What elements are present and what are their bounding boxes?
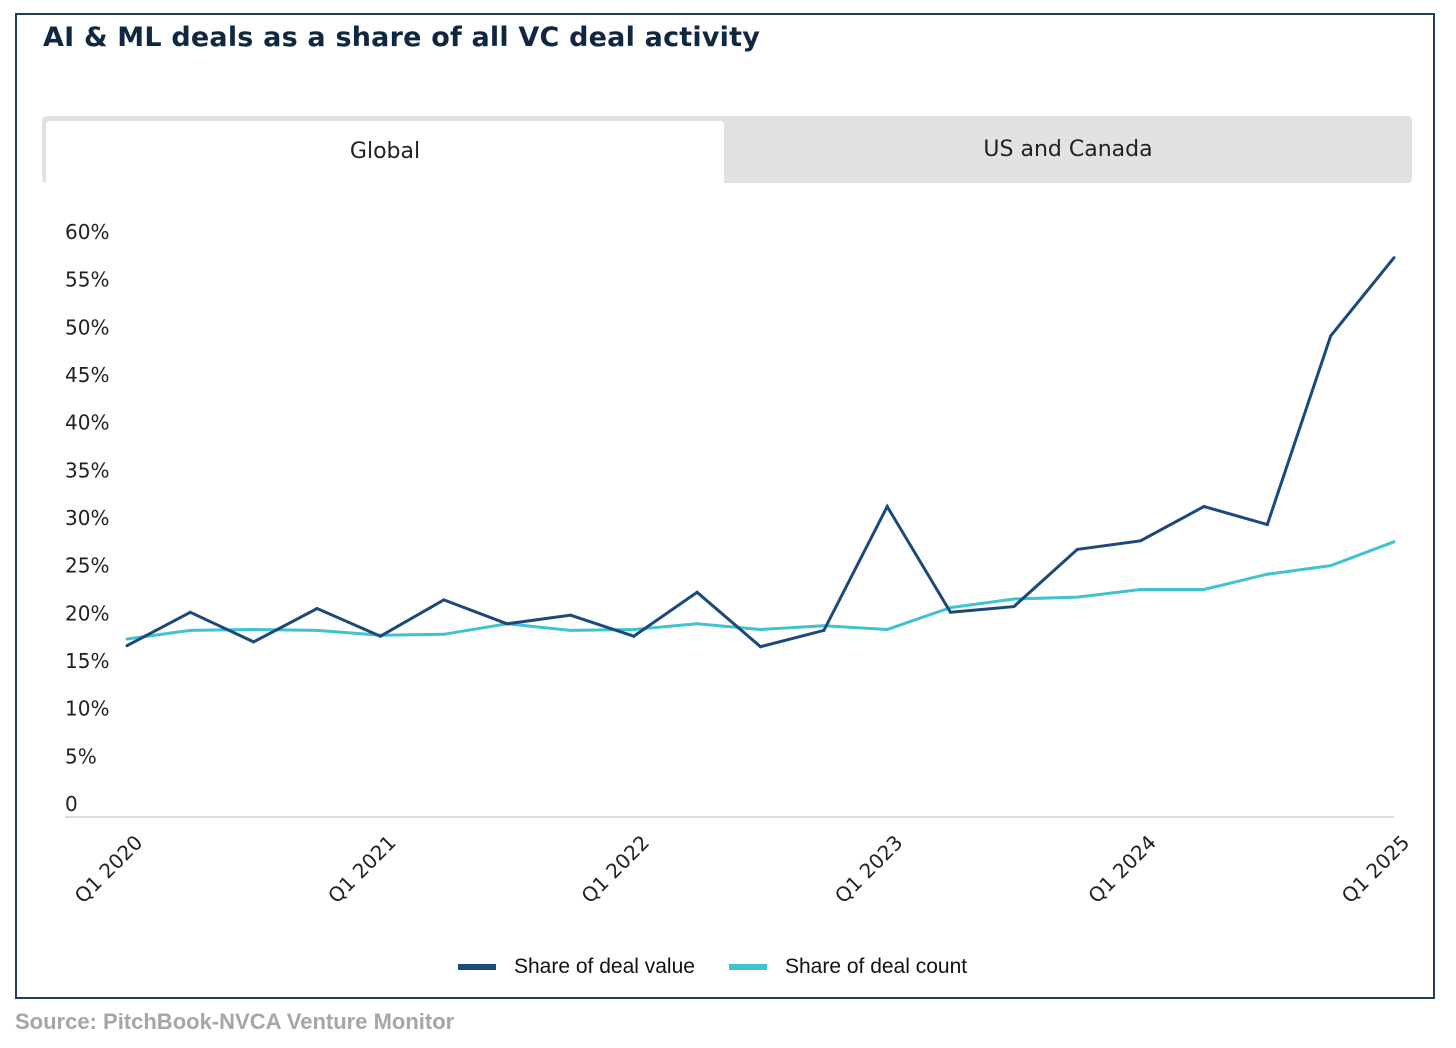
data-point-deal-count (1012, 597, 1016, 601)
data-point-deal-value (315, 607, 319, 610)
data-point-deal-count (315, 628, 319, 632)
data-point-deal-count (1139, 588, 1143, 591)
legend-item-deal-value: Share of deal value (458, 955, 695, 979)
x-tick-label: Q1 2023 (830, 830, 908, 908)
legend-item-deal-count: Share of deal count (728, 955, 968, 979)
data-point-deal-count (252, 628, 256, 631)
chart-title: AI & ML deals as a share of all VC deal … (43, 22, 760, 53)
x-tick-label: Q1 2024 (1083, 830, 1161, 908)
y-tick-label: 15% (65, 649, 109, 673)
tab-global[interactable]: Global (46, 121, 724, 185)
line-chart: 0 5% 10% 15% 20% 25% 30% 35% 40% 45% 50% 55% 60% Q1 … (65, 220, 1415, 908)
data-point-deal-count (125, 637, 129, 641)
data-point-deal-value (125, 644, 129, 648)
data-point-deal-value (1075, 547, 1079, 551)
data-point-deal-value (188, 610, 192, 614)
x-tick-label: Q1 2021 (323, 830, 401, 908)
y-tick-label: 45% (65, 363, 109, 387)
data-point-deal-count (569, 628, 572, 632)
y-tick-label: 50% (65, 315, 109, 339)
region-tab-bar: Global US and Canada (42, 116, 1412, 185)
tab-us-and-canada[interactable]: US and Canada (983, 137, 1153, 162)
y-axis-ticks: 0 5% 10% 15% 20% 25% 30% 35% 40% 45% 50% 55% 60% (65, 220, 109, 816)
data-point-deal-value (632, 634, 636, 638)
data-point-deal-value (822, 628, 826, 632)
data-point-deal-count (632, 628, 636, 631)
legend-swatch-deal-value (458, 964, 496, 970)
x-tick-label: Q1 2022 (576, 830, 654, 908)
y-tick-label: 0 (65, 792, 78, 816)
y-tick-label: 35% (65, 458, 109, 482)
data-point-deal-value (1012, 605, 1016, 609)
data-point-deal-value (1265, 523, 1269, 527)
chart-legend: Share of deal value Share of deal count (458, 952, 967, 982)
data-point-deal-value (949, 610, 952, 614)
data-point-deal-value (759, 645, 762, 649)
data-point-deal-value (505, 622, 509, 626)
x-tick-label: Q1 2025 (1337, 830, 1415, 908)
data-point-deal-value (885, 505, 889, 508)
source-note: Source: PitchBook-NVCA Venture Monitor (15, 1009, 455, 1034)
y-tick-label: 20% (65, 601, 109, 625)
data-point-deal-value (1139, 539, 1143, 543)
x-tick-label: Q1 2020 (70, 830, 148, 908)
data-point-deal-count (885, 628, 889, 631)
y-tick-label: 55% (65, 268, 109, 292)
y-tick-label: 10% (65, 697, 109, 721)
data-point-deal-value (569, 613, 572, 617)
legend-label-deal-value: Share of deal value (514, 955, 695, 978)
data-point-deal-count (1329, 564, 1333, 568)
y-tick-label: 5% (65, 744, 97, 768)
y-tick-label: 25% (65, 554, 109, 578)
data-point-deal-value (1392, 256, 1396, 260)
data-point-deal-value (1202, 505, 1206, 508)
legend-label-deal-count: Share of deal count (784, 955, 968, 978)
data-point-deal-count (442, 632, 446, 636)
legend-swatch-deal-count (728, 964, 767, 970)
data-point-deal-count (1265, 572, 1269, 576)
data-point-deal-count (695, 622, 699, 626)
data-point-deal-count (759, 628, 762, 631)
x-axis-ticks: Q1 2020 Q1 2021 Q1 2022 Q1 2023 Q1 2024 Q1 20… (70, 830, 1415, 908)
y-tick-label: 40% (65, 411, 109, 435)
data-point-deal-value (695, 590, 699, 594)
y-tick-label: 60% (65, 220, 109, 244)
data-point-deal-count (1392, 540, 1396, 544)
data-point-deal-value (442, 598, 446, 602)
data-point-deal-count (188, 628, 192, 632)
y-tick-label: 30% (65, 506, 109, 530)
data-point-deal-count (1202, 588, 1206, 591)
data-point-deal-value (1329, 334, 1333, 338)
data-point-deal-value (378, 634, 382, 638)
series-lines (125, 256, 1396, 649)
data-point-deal-value (252, 640, 256, 644)
data-point-deal-count (1075, 595, 1079, 599)
